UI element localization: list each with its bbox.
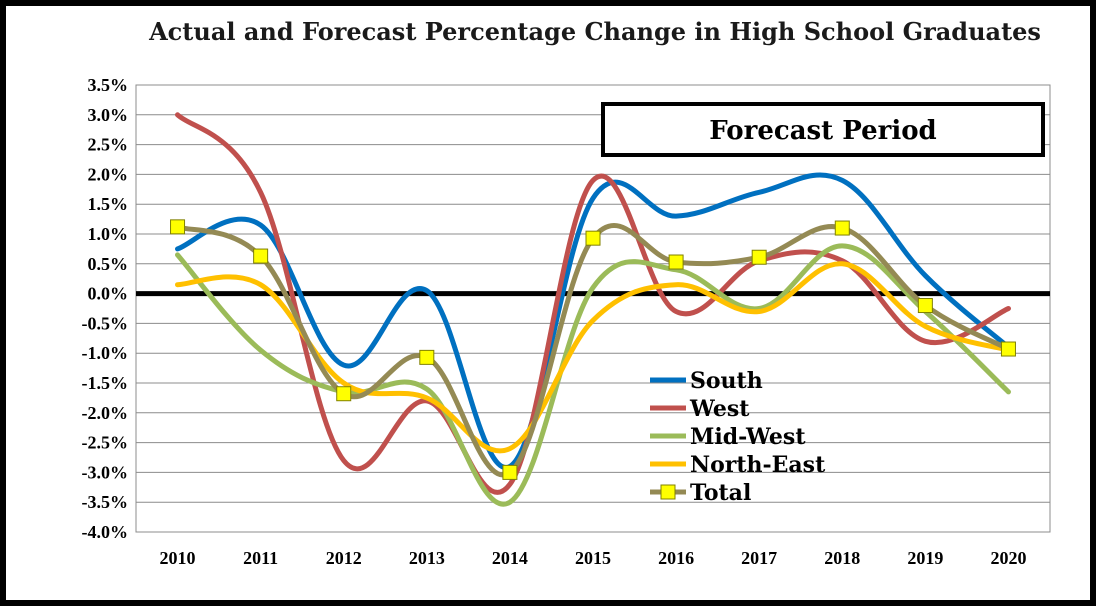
y-tick-label: -0.5% <box>82 313 129 333</box>
y-tick-label: -2.5% <box>82 433 129 453</box>
x-tick-label: 2017 <box>741 548 777 568</box>
chart-title: Actual and Forecast Percentage Change in… <box>148 17 1041 46</box>
x-axis-ticks: 2010 2011 2012 2013 2014 2015 2016 2017 2018 2019… <box>160 548 1027 568</box>
forecast-period-label: Forecast Period <box>709 116 937 146</box>
data-point-total <box>336 386 352 402</box>
y-tick-label: 0.5% <box>88 254 129 274</box>
y-tick-label: 1.5% <box>88 194 129 214</box>
legend-label-south: South <box>690 368 763 394</box>
x-tick-label: 2015 <box>575 548 611 568</box>
series-layer <box>170 112 1016 507</box>
data-point-total <box>253 248 269 264</box>
series-line-north-east <box>175 261 1011 454</box>
series-line-mid-west <box>175 243 1011 507</box>
x-tick-label: 2016 <box>658 548 694 568</box>
x-tick-label: 2012 <box>326 548 362 568</box>
y-tick-label: 1.0% <box>88 224 129 244</box>
x-tick-label: 2020 <box>990 548 1026 568</box>
legend-label-west: West <box>689 396 750 422</box>
y-tick-label: -3.0% <box>82 462 129 482</box>
series-line-south <box>175 172 1011 470</box>
x-tick-label: 2019 <box>907 548 943 568</box>
data-point-total <box>419 349 435 365</box>
y-tick-label: -1.5% <box>82 373 129 393</box>
y-tick-label: 3.0% <box>88 105 129 125</box>
forecast-period-annotation: Forecast Period <box>601 102 1045 157</box>
data-point-total <box>917 298 933 314</box>
data-point-total <box>1000 341 1016 357</box>
y-tick-label: 2.0% <box>88 164 129 184</box>
y-axis-ticks: 3.5% 3.0% 2.5% 2.0% 1.5% 1.0% 0.5% 0.0% -0.5% -1.… <box>82 75 129 542</box>
x-tick-label: 2014 <box>492 548 528 568</box>
legend-label-north-east: North-East <box>690 452 826 478</box>
y-tick-label: 2.5% <box>88 135 129 155</box>
y-tick-label: 3.5% <box>88 75 129 95</box>
legend-label-total: Total <box>690 480 751 506</box>
legend-label-mid-west: Mid-West <box>690 424 806 450</box>
y-tick-label: -1.0% <box>82 343 129 363</box>
data-point-total <box>668 254 684 270</box>
data-point-total <box>751 249 767 265</box>
y-tick-label: -3.5% <box>82 492 129 512</box>
x-tick-label: 2010 <box>160 548 196 568</box>
y-tick-label: -2.0% <box>82 403 129 423</box>
data-point-total <box>502 464 518 480</box>
series-line-total <box>175 222 1011 478</box>
data-point-total <box>834 220 850 236</box>
forecast-period-box <box>601 102 1045 157</box>
y-tick-label: 0.0% <box>88 284 129 304</box>
x-tick-label: 2018 <box>824 548 860 568</box>
y-tick-label: -4.0% <box>82 522 129 542</box>
x-tick-label: 2013 <box>409 548 445 568</box>
data-point-total <box>170 219 186 235</box>
data-point-total <box>585 230 601 246</box>
legend-marker-total <box>660 484 676 500</box>
x-tick-label: 2011 <box>243 548 278 568</box>
